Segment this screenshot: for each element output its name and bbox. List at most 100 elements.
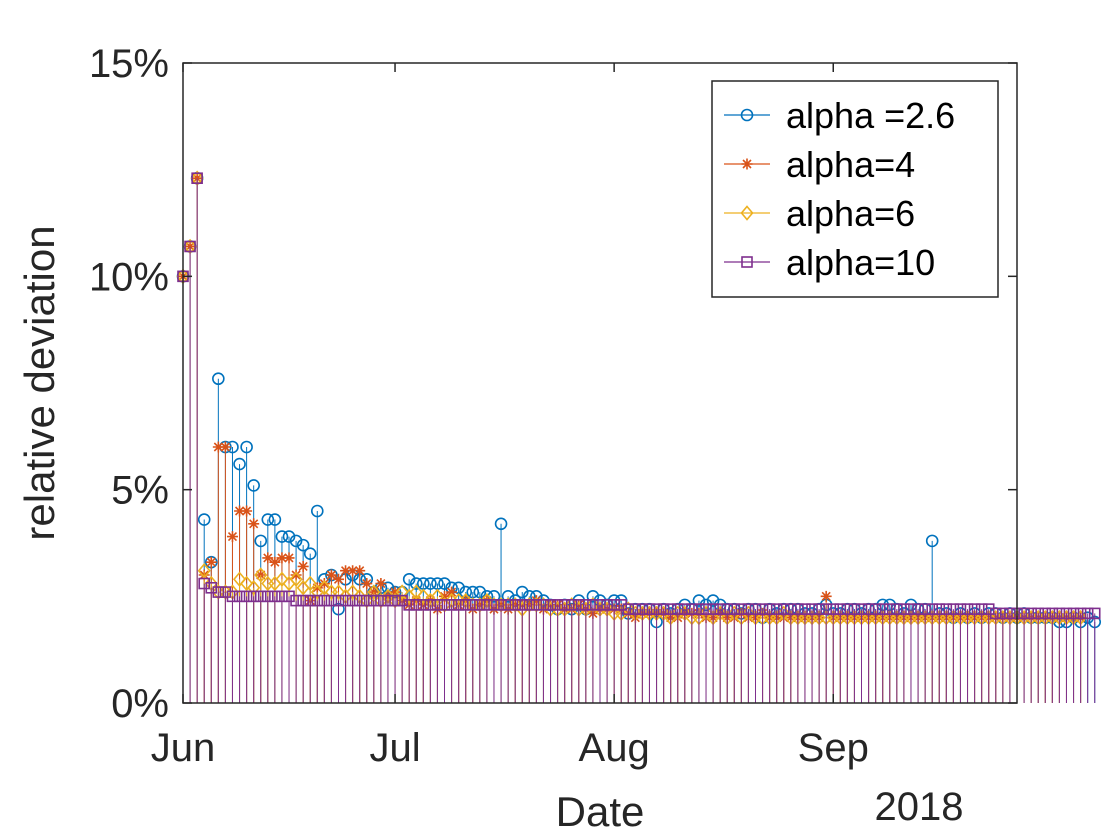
data-point (240, 590, 253, 603)
data-point (402, 572, 416, 586)
data-point-shape (233, 457, 246, 471)
data-point (417, 599, 430, 611)
data-point (693, 603, 705, 615)
legend-label: alpha=4 (786, 144, 915, 185)
data-point (742, 603, 755, 615)
data-point-shape (261, 513, 275, 526)
data-point-shape (876, 603, 889, 615)
data-point (544, 599, 557, 611)
data-point (325, 569, 337, 581)
data-point (919, 603, 931, 615)
data-point-shape (438, 577, 451, 590)
data-point (989, 607, 1002, 620)
data-point (226, 531, 238, 543)
data-point-shape (813, 603, 825, 615)
data-point-shape (516, 599, 529, 611)
data-point-shape (523, 599, 536, 611)
data-point-shape (311, 582, 323, 594)
data-point (686, 603, 698, 615)
data-point (241, 505, 253, 517)
data-point (643, 603, 656, 615)
data-point (714, 603, 726, 615)
data-point (565, 599, 578, 611)
data-point (494, 517, 508, 531)
data-point (785, 603, 797, 615)
data-point (317, 580, 331, 596)
data-point-shape (1039, 607, 1052, 620)
data-point (438, 599, 451, 611)
data-point (502, 599, 514, 611)
x-tick-label: Sep (798, 726, 869, 770)
data-point (424, 577, 437, 590)
data-point (325, 594, 338, 607)
data-point (254, 590, 267, 603)
data-point (806, 603, 818, 615)
x-tick-label: Jul (369, 726, 420, 770)
legend: alpha =2.6 alpha=4 alpha=6 alpha=10 (711, 80, 999, 298)
x-axis-secondary-label: 2018 (875, 785, 964, 829)
data-point (389, 586, 401, 598)
data-point-shape (792, 603, 804, 615)
data-point-shape (317, 580, 331, 596)
data-point (650, 603, 663, 615)
data-point (862, 603, 875, 615)
data-point (515, 585, 529, 599)
data-point-shape (537, 599, 550, 611)
data-point (332, 573, 344, 585)
data-point (728, 603, 741, 615)
data-point (558, 599, 571, 611)
y-ticks: 0% 5% 10% 15% (89, 42, 1017, 726)
data-point (290, 569, 302, 581)
data-point (331, 584, 346, 600)
data-point-shape (269, 590, 281, 603)
data-point (671, 603, 684, 615)
data-point (799, 603, 811, 615)
data-point (572, 599, 585, 611)
data-point-shape (439, 590, 451, 602)
data-point-shape (234, 505, 246, 517)
data-point-shape (205, 556, 217, 568)
data-point (430, 588, 444, 605)
data-point (297, 560, 309, 572)
data-point (416, 588, 430, 605)
data-point (276, 552, 288, 564)
data-point-shape (431, 599, 444, 611)
data-point-shape (587, 599, 599, 611)
data-point (226, 590, 239, 603)
data-point-shape (558, 599, 571, 611)
data-point (382, 594, 394, 607)
data-point (735, 603, 748, 615)
x-axis-label: Date (556, 788, 645, 835)
data-point (898, 603, 910, 615)
data-point-shape (438, 599, 451, 611)
data-point (586, 590, 600, 603)
data-point-shape (940, 603, 953, 615)
data-point (481, 599, 493, 611)
data-point-shape (763, 603, 776, 615)
data-point (501, 590, 515, 603)
data-point-shape (382, 594, 394, 607)
data-point (1067, 607, 1080, 620)
data-point (1032, 607, 1045, 620)
legend-marker (741, 158, 753, 170)
data-point-shape (219, 441, 231, 453)
data-point-shape (706, 594, 720, 607)
data-point-shape (494, 517, 508, 531)
data-point-shape (643, 603, 656, 615)
data-point-shape (1025, 607, 1037, 620)
data-point-shape (318, 578, 330, 590)
data-point-shape (402, 572, 416, 586)
data-point-shape (346, 594, 359, 607)
data-point (303, 547, 317, 560)
data-point-shape (297, 594, 309, 607)
data-point (409, 584, 423, 600)
data-point (1074, 607, 1087, 620)
data-point (933, 603, 946, 615)
data-point (629, 603, 642, 615)
legend-marker-shape (741, 256, 753, 268)
data-point-shape (961, 603, 974, 615)
legend-marker-shape (740, 108, 754, 122)
data-point (232, 571, 247, 588)
data-point (375, 578, 387, 590)
data-point (368, 594, 380, 607)
